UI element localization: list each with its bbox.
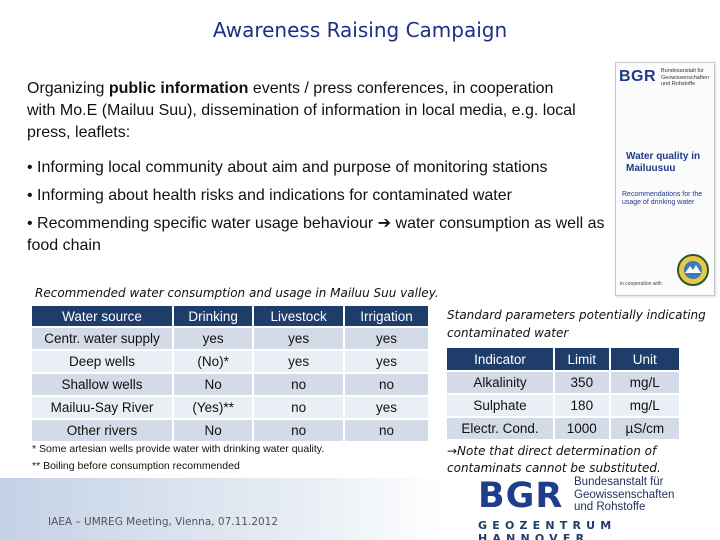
param-note: →Note that direct determination of conta… (447, 444, 661, 475)
usage-note-artesian: * Some artesian wells provide water with… (32, 443, 325, 455)
table-cell: Deep wells (30, 349, 174, 374)
bullet-health-risks: • Informing about health risks and indic… (27, 187, 512, 204)
leaflet-logo-text: Bundesanstalt für Geowissenschaften und … (661, 68, 709, 87)
org-name-line: und Rohstoffe (574, 501, 646, 513)
meeting-footer: IAEA – UMREG Meeting, Vienna, 07.11.2012 (48, 516, 279, 528)
footer-bar (0, 478, 720, 540)
table-row: Centr. water supply yes yes yes (30, 326, 430, 351)
table-cell: (No)* (171, 349, 255, 374)
leaflet-thumbnail: BGR Bundesanstalt für Geowissenschaften … (615, 62, 715, 296)
table-cell: no (252, 372, 346, 397)
usage-col-header: Irrigation (343, 304, 430, 328)
intro-bold: public information (108, 80, 249, 97)
table-cell: Shallow wells (30, 372, 174, 397)
table-cell: yes (343, 349, 430, 374)
intro-post: events / press conferences, in cooperati… (27, 80, 576, 141)
table-cell: Other rivers (30, 418, 174, 443)
table-cell: Electr. Cond. (445, 416, 555, 441)
org-name-line: Geowissenschaften (574, 488, 675, 501)
table-cell: µS/cm (608, 416, 682, 441)
param-col-header: Indicator (445, 346, 555, 372)
table-row: Alkalinity 350 mg/L (445, 370, 682, 395)
bgr-org-name: Bundesanstalt für Geowissenschaften und … (574, 476, 674, 514)
usage-table: Water source Drinking Livestock Irrigati… (30, 304, 430, 443)
table-cell: no (343, 372, 430, 397)
bullet3-pre: • Recommending specific water usage beha… (27, 215, 378, 232)
param-table: Indicator Limit Unit Alkalinity 350 mg/L… (445, 346, 682, 441)
param-table-header: Indicator Limit Unit (445, 346, 682, 372)
table-cell: mg/L (608, 393, 682, 418)
table-cell: yes (252, 326, 346, 351)
table-cell: 180 (553, 393, 611, 418)
usage-col-header: Livestock (252, 304, 346, 328)
table-row: Electr. Cond. 1000 µS/cm (445, 416, 682, 441)
param-table-caption: Standard parameters potentially indicati… (447, 308, 706, 340)
table-cell: yes (343, 326, 430, 351)
leaflet-logo: BGR (619, 68, 657, 85)
bgr-logo: BGR (478, 476, 564, 516)
bullet3-post: water consumption as well as food chain (27, 215, 605, 254)
table-cell: yes (252, 349, 346, 374)
intro-paragraph: Organizing public information events / p… (27, 78, 577, 144)
emblem-icon (677, 254, 709, 286)
table-cell: mg/L (608, 370, 682, 395)
param-col-header: Limit (553, 346, 611, 372)
table-row: Other rivers No no no (30, 418, 430, 443)
usage-note-boiling: ** Boiling before consumption recommende… (32, 460, 240, 472)
usage-table-header: Water source Drinking Livestock Irrigati… (30, 304, 430, 328)
slide-title: Awareness Raising Campaign (212, 18, 508, 42)
table-row: Shallow wells No no no (30, 372, 430, 397)
table-cell: 350 (553, 370, 611, 395)
table-cell: Sulphate (445, 393, 555, 418)
table-cell: no (252, 395, 346, 420)
table-row: Mailuu-Say River (Yes)** no yes (30, 395, 430, 420)
table-row: Sulphate 180 mg/L (445, 393, 682, 418)
geozentrum-label: GEOZENTRUM HANNOVER (478, 519, 617, 540)
intro-pre: Organizing (27, 80, 109, 97)
usage-table-caption: Recommended water consumption and usage … (35, 286, 439, 300)
usage-col-header: Water source (30, 304, 174, 328)
leaflet-title: Water quality in Mailuusuu (626, 151, 701, 174)
bullet-water-usage: • Recommending specific water usage beha… (27, 213, 607, 257)
param-col-header: Unit (608, 346, 682, 372)
table-cell: yes (171, 326, 255, 351)
table-cell: No (171, 418, 255, 443)
table-row: Deep wells (No)* yes yes (30, 349, 430, 374)
table-cell: (Yes)** (171, 395, 255, 420)
table-cell: No (171, 372, 255, 397)
table-cell: Centr. water supply (30, 326, 174, 351)
leaflet-coop: in cooperation with (620, 281, 662, 287)
table-cell: yes (343, 395, 430, 420)
usage-col-header: Drinking (171, 304, 255, 328)
table-cell: 1000 (553, 416, 611, 441)
bullet-monitoring: • Informing local community about aim an… (27, 159, 548, 176)
table-cell: Mailuu-Say River (30, 395, 174, 420)
table-cell: no (252, 418, 346, 443)
org-name-line: Bundesanstalt für (574, 476, 664, 488)
table-cell: Alkalinity (445, 370, 555, 395)
arrow-icon: ➔ (377, 215, 392, 232)
table-cell: no (343, 418, 430, 443)
leaflet-subtitle: Recommendations for the usage of drinkin… (622, 191, 703, 206)
